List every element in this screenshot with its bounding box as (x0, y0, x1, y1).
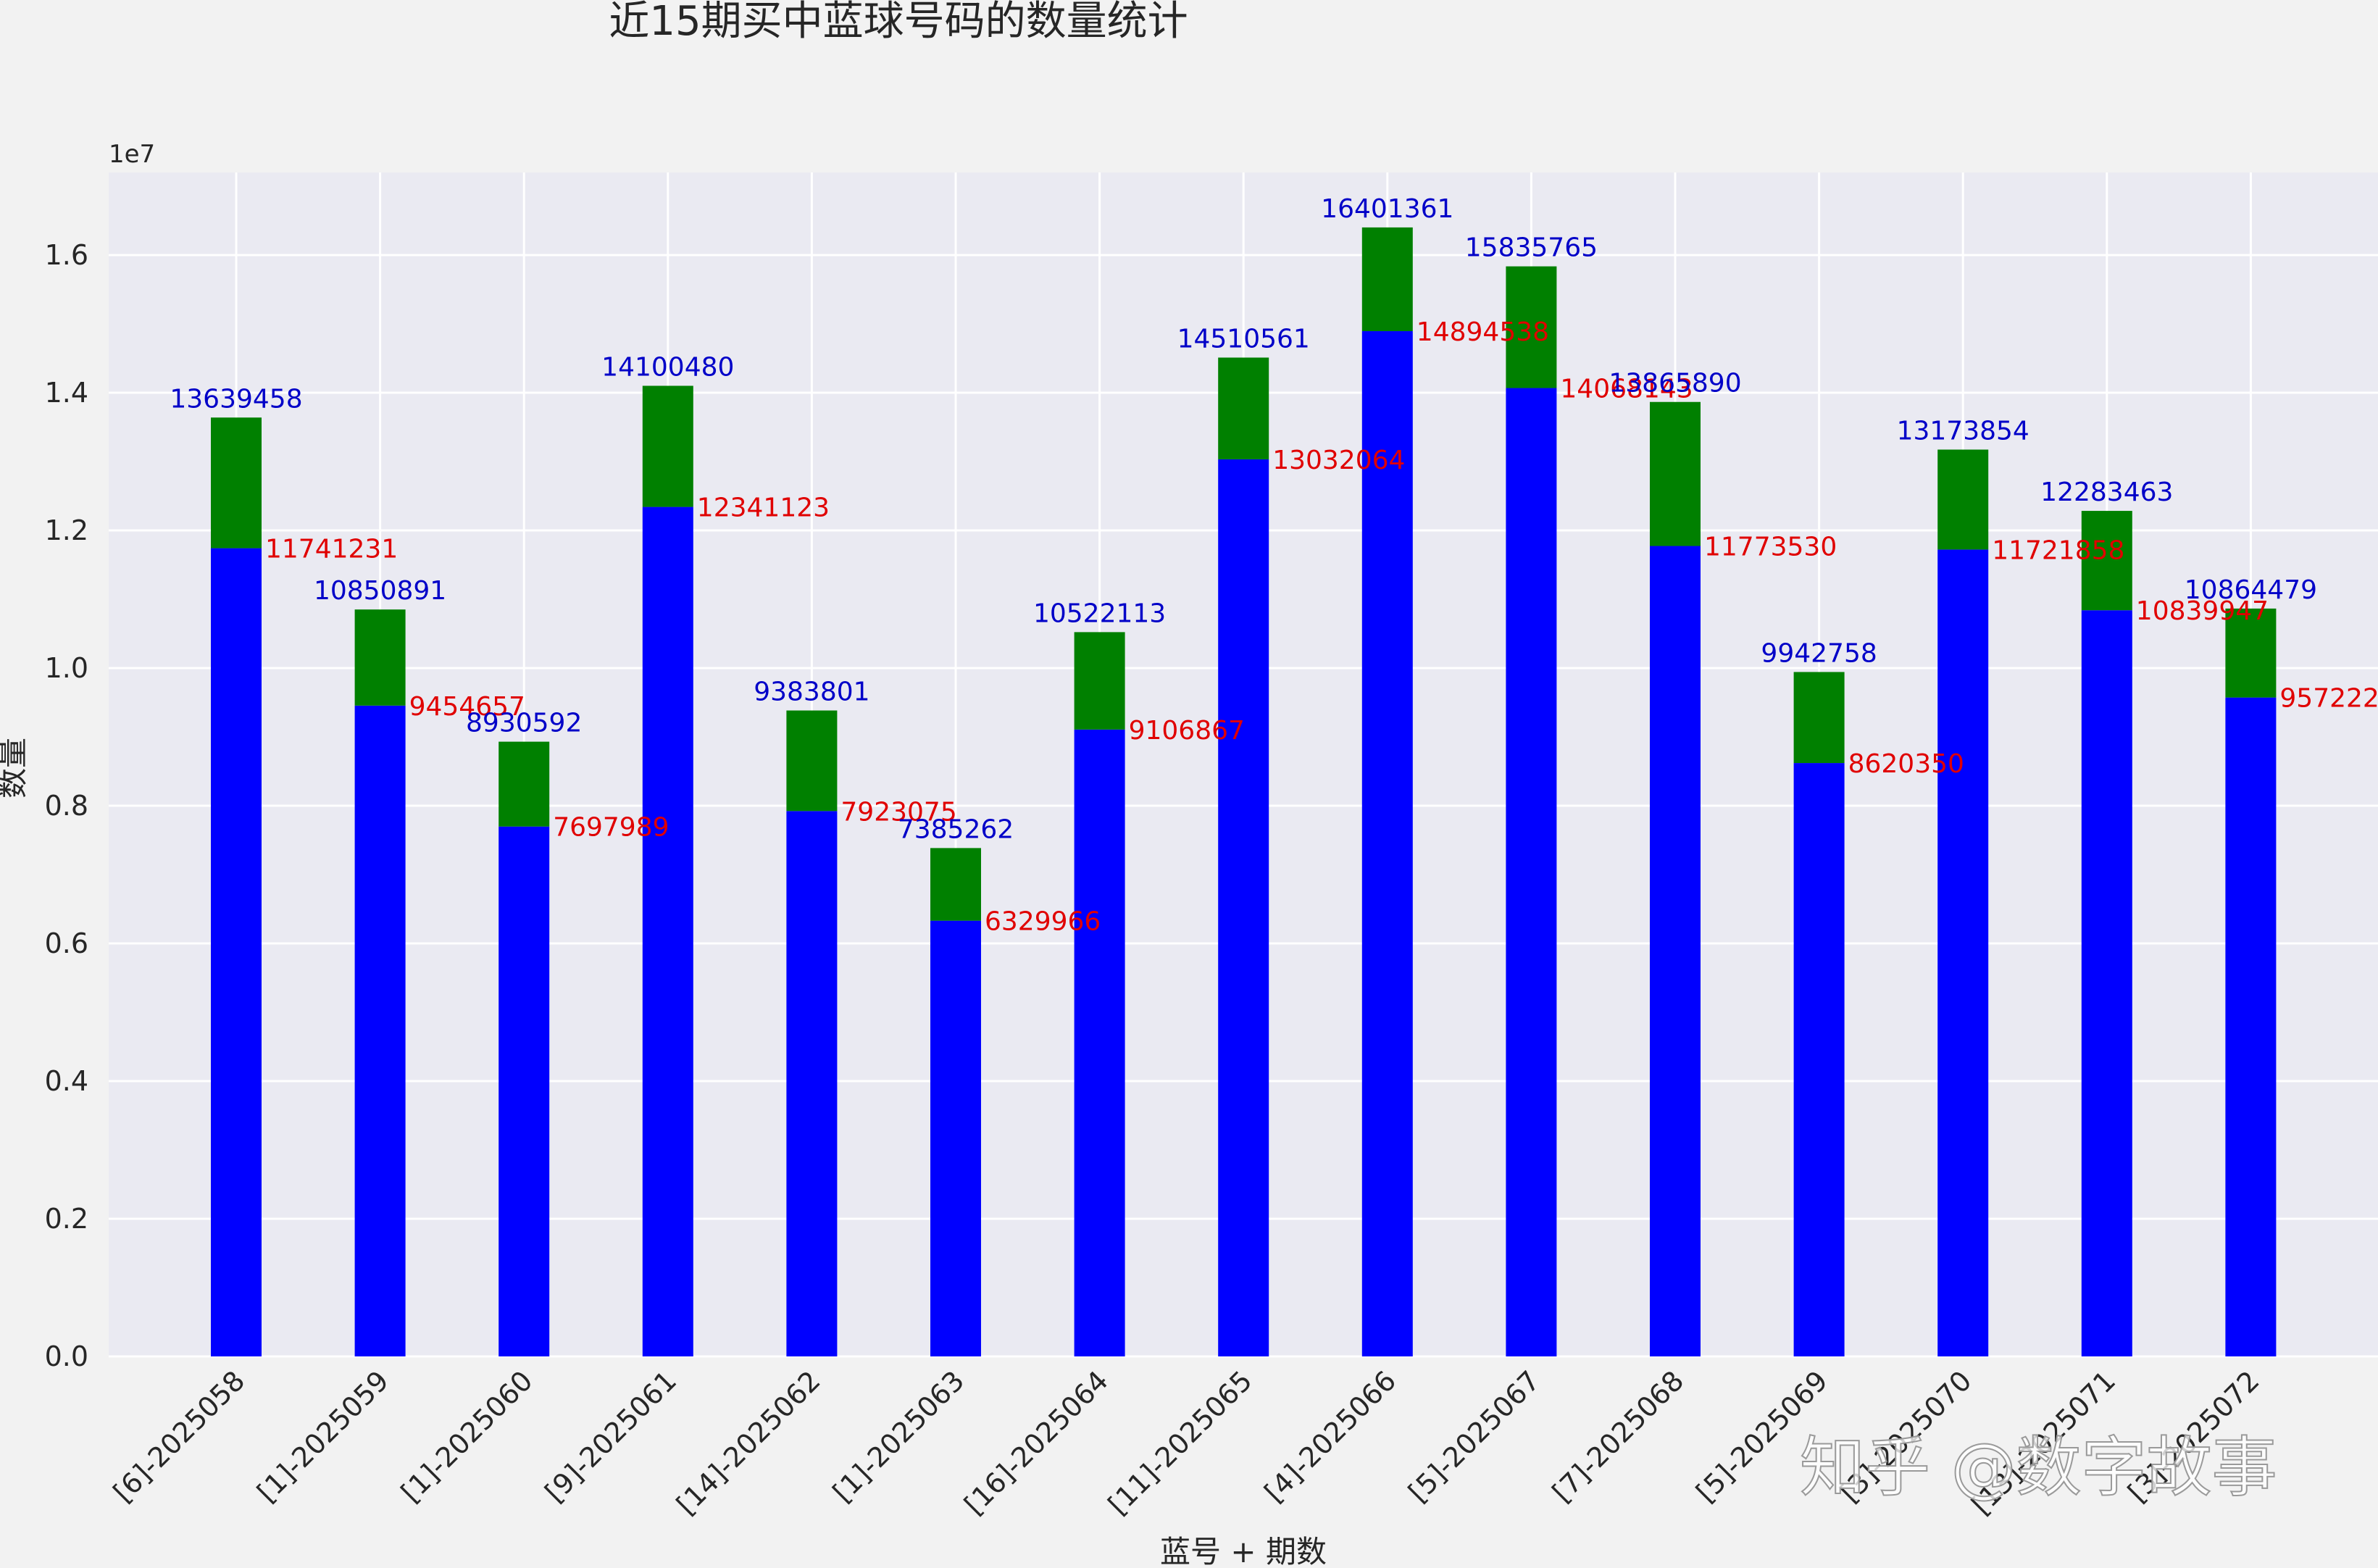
bar-segment-2-[9]-2025061 (642, 385, 693, 507)
value-label-lower: 8620350 (1848, 749, 1964, 779)
bar-segment-2-[5]-2025067 (1506, 266, 1557, 388)
bar-segment-1-[13]-2025071 (2081, 610, 2132, 1356)
value-label-total: 14100480 (601, 352, 734, 382)
y-tick-label: 1.2 (45, 514, 88, 546)
value-label-lower: 13032064 (1272, 446, 1405, 475)
bar-segment-2-[7]-2025068 (1650, 401, 1701, 546)
data-labels: 11741231 13639458 9454657 10850891 7697989 89… (170, 194, 2378, 937)
bar-segment-2-[6]-2025058 (211, 417, 262, 549)
x-axis-label: 蓝号 + 期数 (1160, 1534, 1327, 1568)
y-tick-label: 0.8 (45, 790, 88, 822)
bar-segment-1-[4]-2025066 (1361, 331, 1413, 1356)
value-label-lower: 11741231 (265, 535, 398, 564)
value-label-total: 13639458 (170, 384, 302, 414)
bar-segment-1-[3]-2025072 (2225, 697, 2277, 1356)
watermark: 知乎 @数字故事 (1800, 1430, 2277, 1506)
value-label-lower: 7697989 (553, 813, 669, 843)
bar-segment-2-[13]-2025071 (2081, 511, 2132, 611)
value-label-total: 15835765 (1465, 233, 1598, 263)
value-label-total: 14510561 (1177, 324, 1310, 354)
y-tick-label: 0.2 (45, 1203, 88, 1235)
bar-segment-1-[14]-2025062 (786, 811, 838, 1356)
bar-segment-1-[1]-2025063 (930, 920, 981, 1356)
y-axis-ticks: 0.0 0.2 0.4 0.6 0.8 1.0 1.2 1.4 1.6 (45, 239, 88, 1372)
y-tick-label: 1.0 (45, 652, 88, 684)
y-offset-label: 1e7 (109, 140, 155, 169)
y-tick-label: 1.6 (45, 239, 88, 271)
value-label-total: 12283463 (2040, 478, 2173, 507)
bar-segment-2-[16]-2025064 (1074, 632, 1125, 730)
value-label-total: 13173854 (1897, 416, 2029, 446)
value-label-lower: 9454657 (409, 692, 525, 722)
y-tick-label: 1.4 (45, 377, 88, 409)
bar-segment-1-[6]-2025058 (211, 548, 262, 1357)
value-label-total: 9383801 (754, 677, 869, 707)
bar-segment-2-[11]-2025065 (1218, 357, 1269, 459)
bars (211, 227, 2277, 1357)
bar-segment-1-[11]-2025065 (1218, 459, 1269, 1357)
y-axis-label: 数量 (0, 738, 30, 798)
y-tick-label: 0.6 (45, 927, 88, 959)
bar-segment-2-[1]-2025059 (354, 609, 406, 706)
value-label-lower: 11773530 (1704, 533, 1837, 562)
y-tick-label: 0.0 (45, 1340, 88, 1372)
bar-segment-1-[16]-2025064 (1074, 729, 1125, 1356)
bar-segment-2-[14]-2025062 (786, 710, 838, 812)
bar-segment-2-[3]-2025070 (1937, 449, 1989, 550)
value-label-lower: 12341123 (697, 493, 830, 523)
bar-segment-1-[5]-2025069 (1793, 763, 1845, 1356)
value-label-lower: 11721858 (1992, 535, 2124, 565)
value-label-lower: 9572220 (2279, 684, 2378, 714)
value-label-lower: 9106867 (1129, 716, 1245, 746)
value-label-total: 16401361 (1321, 194, 1453, 224)
bar-segment-1-[1]-2025060 (498, 826, 550, 1356)
bar-segment-1-[9]-2025061 (642, 506, 693, 1357)
value-label-total: 13865890 (1609, 369, 1741, 399)
value-label-total: 10864479 (2185, 575, 2317, 605)
value-label-lower: 14068143 (1560, 375, 1693, 404)
bar-segment-1-[1]-2025059 (354, 705, 406, 1356)
value-label-total: 10850891 (314, 576, 446, 606)
value-label-total: 7385262 (898, 814, 1014, 844)
bar-segment-2-[3]-2025072 (2225, 608, 2277, 698)
chart-title: 近15期买中蓝球号码的数量统计 (609, 0, 1188, 45)
value-label-lower: 10839947 (2136, 596, 2269, 626)
bar-segment-1-[5]-2025067 (1506, 388, 1557, 1357)
value-label-total: 8930592 (466, 709, 582, 738)
value-label-lower: 14894538 (1417, 317, 1549, 347)
value-label-lower: 6329966 (985, 907, 1101, 937)
bar-segment-2-[1]-2025063 (930, 848, 981, 921)
y-tick-label: 0.4 (45, 1065, 88, 1097)
bar-segment-2-[5]-2025069 (1793, 672, 1845, 764)
value-label-total: 10522113 (1033, 599, 1166, 628)
value-label-total: 9942758 (1761, 638, 1877, 668)
value-label-lower: 7923075 (840, 797, 956, 827)
bar-segment-2-[1]-2025060 (498, 741, 550, 827)
bar-segment-1-[3]-2025070 (1937, 549, 1989, 1356)
bar-segment-1-[7]-2025068 (1650, 546, 1701, 1356)
bar-segment-2-[4]-2025066 (1361, 227, 1413, 332)
